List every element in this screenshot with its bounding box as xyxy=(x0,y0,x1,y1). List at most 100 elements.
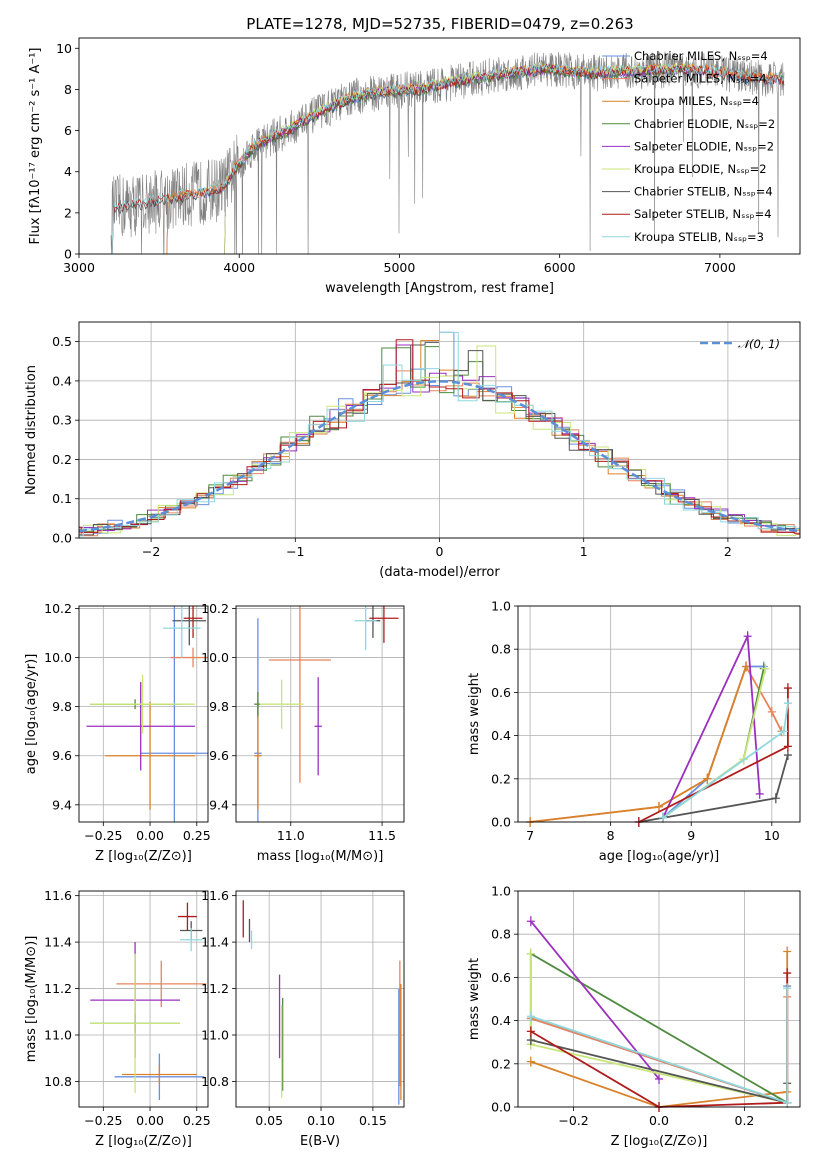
y-tick-label: 0.5 xyxy=(52,334,72,349)
x-tick-label: 10 xyxy=(764,828,780,843)
y-axis-label: Flux [fλ10⁻¹⁷ erg cm⁻² s⁻¹ A⁻¹] xyxy=(28,48,43,245)
axes-age_vs_Z: −0.25 0.00 0.25 9.4 9.6 9.8 10.0 10.2 Z [log₁₀(Z… xyxy=(24,601,211,864)
y-tick-label: 11.4 xyxy=(44,935,72,950)
weight-point-marker xyxy=(703,773,712,784)
y-tick-label: 0.0 xyxy=(52,531,72,546)
x-tick-label: 0 xyxy=(436,544,444,559)
y-axis-label: age [log₁₀(age/yr)] xyxy=(24,654,39,775)
y-tick-label: 10.8 xyxy=(44,1074,72,1089)
y-tick-label: 0.4 xyxy=(491,1013,511,1028)
y-tick-label: 0.6 xyxy=(491,970,511,985)
weight-point-marker xyxy=(526,948,535,959)
x-axis-label: wavelength [Angstrom, rest frame] xyxy=(325,281,554,296)
weight-point-marker xyxy=(771,793,780,804)
x-tick-label: −2 xyxy=(142,544,160,559)
weight-point-marker xyxy=(783,698,792,709)
y-tick-label: 1.0 xyxy=(491,599,511,614)
x-tick-label: 7000 xyxy=(704,260,736,275)
weight-point-marker xyxy=(526,1056,535,1067)
y-tick-label: 9.8 xyxy=(209,699,229,714)
y-tick-label: 10 xyxy=(56,41,72,56)
x-tick-label: 11.5 xyxy=(368,828,396,843)
y-tick-label: 6 xyxy=(64,123,72,138)
x-tick-label: 0.2 xyxy=(735,1113,755,1128)
x-axis-label: age [log₁₀(age/yr)] xyxy=(599,849,720,864)
x-axis-label: Z [log₁₀(Z/Z⊙)] xyxy=(611,1134,708,1149)
axes-residuals: −2 −1 0 1 2 0.0 0.1 0.2 0.3 0.4 0.5 (data-model)/er… xyxy=(24,321,801,580)
points-area xyxy=(254,606,399,822)
x-tick-label: 0.15 xyxy=(359,1113,387,1128)
x-tick-label: 0.05 xyxy=(255,1113,283,1128)
y-tick-label: 0.6 xyxy=(491,685,511,700)
lines-area xyxy=(526,631,792,827)
x-tick-label: 11.0 xyxy=(277,828,305,843)
y-tick-label: 2 xyxy=(64,205,72,220)
axes-frame xyxy=(78,321,801,539)
y-tick-label: 10.2 xyxy=(44,601,72,616)
y-tick-label: 0.3 xyxy=(52,413,72,428)
x-tick-label: 0.10 xyxy=(307,1113,335,1128)
histogram-area xyxy=(79,331,800,537)
y-tick-label: 11.2 xyxy=(201,981,229,996)
y-tick-label: 11.2 xyxy=(44,981,72,996)
weight-point-marker xyxy=(526,916,535,927)
weight-point-marker xyxy=(783,983,792,994)
x-tick-label: 9 xyxy=(687,828,695,843)
axes-spectrum: 3000 4000 5000 6000 7000 0 2 4 6 8 10 wavelength [A… xyxy=(28,37,801,296)
x-tick-label: 0.25 xyxy=(183,1113,211,1128)
y-tick-label: 0.8 xyxy=(491,927,511,942)
points-area xyxy=(86,606,208,822)
x-tick-label: 7 xyxy=(526,828,534,843)
axes-weight_vs_Z: −0.2 0.0 0.2 0.0 0.2 0.4 0.6 0.8 1.0 Z [log₁₀(Z/Z… xyxy=(467,884,801,1149)
legend-label: Chabrier STELIB, Nₛₛₚ=4 xyxy=(634,185,773,199)
y-tick-label: 9.4 xyxy=(209,797,229,812)
y-tick-label: 10.8 xyxy=(201,1074,229,1089)
x-tick-label: −0.25 xyxy=(84,1113,122,1128)
x-tick-label: −1 xyxy=(286,544,304,559)
y-tick-label: 0.4 xyxy=(491,728,511,743)
weight-point-marker xyxy=(761,663,770,674)
legend-label: Kroupa MILES, Nₛₛₚ=4 xyxy=(634,94,759,108)
axes-frame xyxy=(78,37,801,255)
y-tick-label: 11.6 xyxy=(44,888,72,903)
weight-point-marker xyxy=(783,946,792,957)
x-tick-label: 0.00 xyxy=(136,828,164,843)
weight-series-line xyxy=(529,666,747,823)
y-tick-label: 0.8 xyxy=(491,642,511,657)
x-axis-label: E(B-V) xyxy=(300,1134,340,1149)
spectrum-plot-area xyxy=(110,51,785,254)
y-tick-label: 0.4 xyxy=(52,373,72,388)
weight-point-marker xyxy=(659,812,668,823)
legend-label: Chabrier ELODIE, Nₛₛₚ=2 xyxy=(634,117,775,131)
x-tick-label: 6000 xyxy=(544,260,576,275)
y-tick-label: 11.4 xyxy=(201,935,229,950)
x-tick-label: −0.25 xyxy=(84,828,122,843)
weight-point-marker xyxy=(783,1097,792,1108)
weight-series-line xyxy=(529,664,783,823)
y-tick-label: 10.0 xyxy=(44,650,72,665)
weight-point-marker xyxy=(767,706,776,717)
x-axis-label: Z [log₁₀(Z/Z⊙)] xyxy=(95,849,192,864)
x-tick-label: −0.2 xyxy=(558,1113,588,1128)
model-spectrum-line xyxy=(111,61,785,254)
weight-point-marker xyxy=(783,968,792,979)
weight-point-marker xyxy=(783,683,792,694)
legend-label: Salpeter ELODIE, Nₛₛₚ=2 xyxy=(634,139,774,153)
y-tick-label: 0.0 xyxy=(491,815,511,830)
histogram-step-line xyxy=(79,370,800,537)
weight-series-line xyxy=(662,632,761,819)
y-axis-label: mass [log₁₀(M/M⊙)] xyxy=(24,936,39,1063)
normal-distribution-curve xyxy=(79,380,800,533)
y-tick-label: 11.6 xyxy=(201,888,229,903)
y-axis-label: Normed distribution xyxy=(24,365,39,495)
weight-point-marker xyxy=(655,1073,663,1084)
x-tick-label: 4000 xyxy=(223,260,255,275)
axes-weight_vs_age: 7 8 9 10 0.0 0.2 0.4 0.6 0.8 1.0 age [log₁₀(age/yr… xyxy=(467,599,801,864)
x-axis-label: mass [log₁₀(M/M⊙)] xyxy=(257,849,384,864)
histogram-step-line xyxy=(79,345,800,536)
weight-point-marker xyxy=(526,1035,535,1046)
y-tick-label: 0.0 xyxy=(491,1100,511,1115)
y-tick-label: 9.4 xyxy=(52,797,72,812)
y-axis-label: mass weight xyxy=(467,958,482,1040)
y-tick-label: 9.8 xyxy=(52,699,72,714)
